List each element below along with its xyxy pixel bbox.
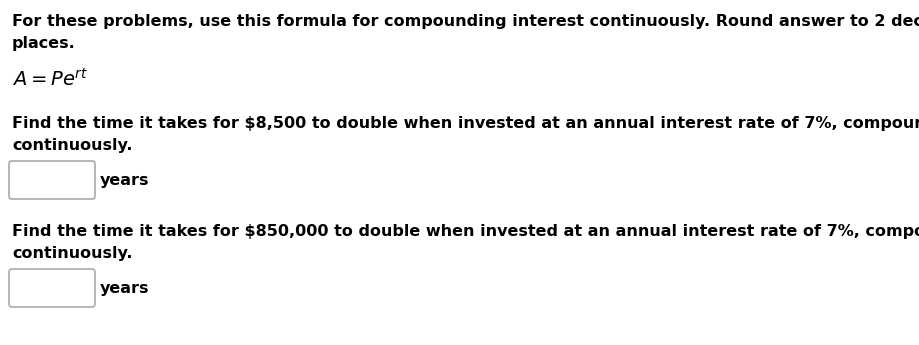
Text: years: years — [100, 172, 150, 187]
Text: years: years — [100, 280, 150, 296]
Text: $A = Pe^{rt}$: $A = Pe^{rt}$ — [12, 68, 88, 90]
FancyBboxPatch shape — [9, 269, 95, 307]
Text: Find the time it takes for $850,000 to double when invested at an annual interes: Find the time it takes for $850,000 to d… — [12, 224, 919, 239]
Text: places.: places. — [12, 36, 75, 51]
Text: For these problems, use this formula for compounding interest continuously. Roun: For these problems, use this formula for… — [12, 14, 919, 29]
Text: continuously.: continuously. — [12, 138, 132, 153]
Text: Find the time it takes for $8,500 to double when invested at an annual interest : Find the time it takes for $8,500 to dou… — [12, 116, 919, 131]
Text: continuously.: continuously. — [12, 246, 132, 261]
FancyBboxPatch shape — [9, 161, 95, 199]
